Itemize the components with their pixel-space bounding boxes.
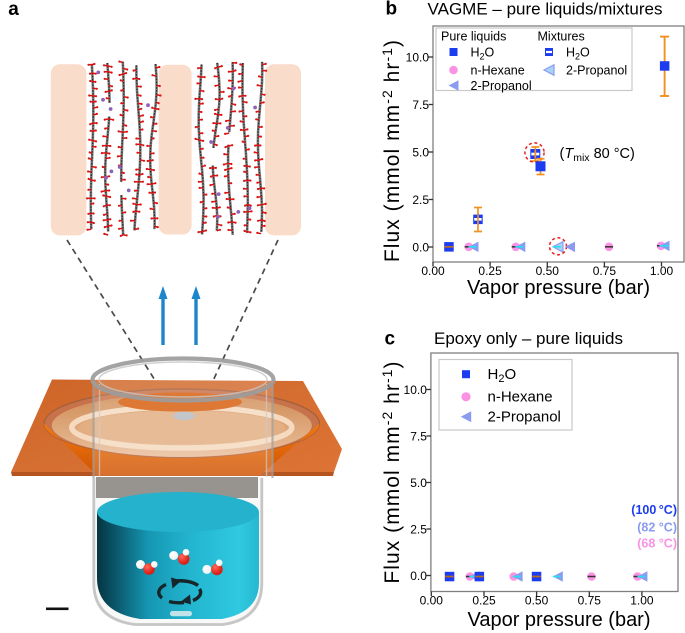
svg-text:0.00: 0.00	[420, 594, 444, 608]
svg-text:Vapor pressure (bar): Vapor pressure (bar)	[467, 277, 650, 299]
svg-text:Flux (mmol mm-2 hr-1): Flux (mmol mm-2 hr-1)	[379, 39, 404, 262]
svg-text:7.5: 7.5	[412, 98, 429, 112]
svg-text:(Tmix 80 °C): (Tmix 80 °C)	[560, 146, 635, 164]
svg-text:10.0: 10.0	[406, 50, 430, 64]
svg-text:0.00: 0.00	[421, 264, 445, 278]
svg-text:0.75: 0.75	[593, 264, 617, 278]
svg-text:(82 °C): (82 °C)	[637, 520, 677, 534]
svg-text:10.0: 10.0	[404, 383, 428, 397]
svg-text:0.50: 0.50	[525, 594, 549, 608]
svg-text:Vapor pressure (bar): Vapor pressure (bar)	[467, 609, 650, 631]
svg-text:2-Propanol: 2-Propanol	[566, 64, 627, 78]
svg-text:0.25: 0.25	[472, 594, 496, 608]
svg-text:2.5: 2.5	[410, 522, 427, 536]
svg-text:H2O: H2O	[471, 46, 495, 62]
svg-text:0.50: 0.50	[536, 264, 560, 278]
svg-text:0.75: 0.75	[578, 594, 602, 608]
svg-text:n-Hexane: n-Hexane	[488, 389, 553, 406]
svg-text:2-Propanol: 2-Propanol	[488, 409, 561, 426]
svg-text:b: b	[386, 0, 398, 20]
svg-text:0.25: 0.25	[478, 264, 502, 278]
svg-text:VAGME – pure liquids/mixtures: VAGME – pure liquids/mixtures	[428, 0, 663, 19]
svg-text:7.5: 7.5	[410, 429, 427, 443]
svg-text:1.00: 1.00	[630, 594, 654, 608]
svg-text:Mixtures: Mixtures	[538, 30, 585, 44]
svg-text:Pure liquids: Pure liquids	[441, 30, 506, 44]
svg-text:2.5: 2.5	[412, 193, 429, 207]
svg-text:c: c	[385, 329, 396, 350]
svg-text:n-Hexane: n-Hexane	[471, 64, 525, 78]
svg-text:Flux (mmol mm-2 hr-1): Flux (mmol mm-2 hr-1)	[379, 360, 404, 583]
svg-text:(100 °C): (100 °C)	[631, 503, 677, 517]
svg-text:Epoxy only – pure liquids: Epoxy only – pure liquids	[434, 329, 623, 348]
svg-text:0.0: 0.0	[412, 240, 429, 254]
svg-text:5.0: 5.0	[410, 476, 427, 490]
svg-text:H2O: H2O	[566, 46, 590, 62]
svg-text:2-Propanol: 2-Propanol	[471, 79, 532, 93]
svg-text:5.0: 5.0	[412, 145, 429, 159]
svg-text:1.00: 1.00	[650, 264, 674, 278]
svg-text:H2O: H2O	[488, 366, 517, 385]
svg-text:0.0: 0.0	[410, 569, 427, 583]
svg-text:(68 °C): (68 °C)	[637, 537, 677, 551]
svg-text:a: a	[8, 0, 19, 20]
